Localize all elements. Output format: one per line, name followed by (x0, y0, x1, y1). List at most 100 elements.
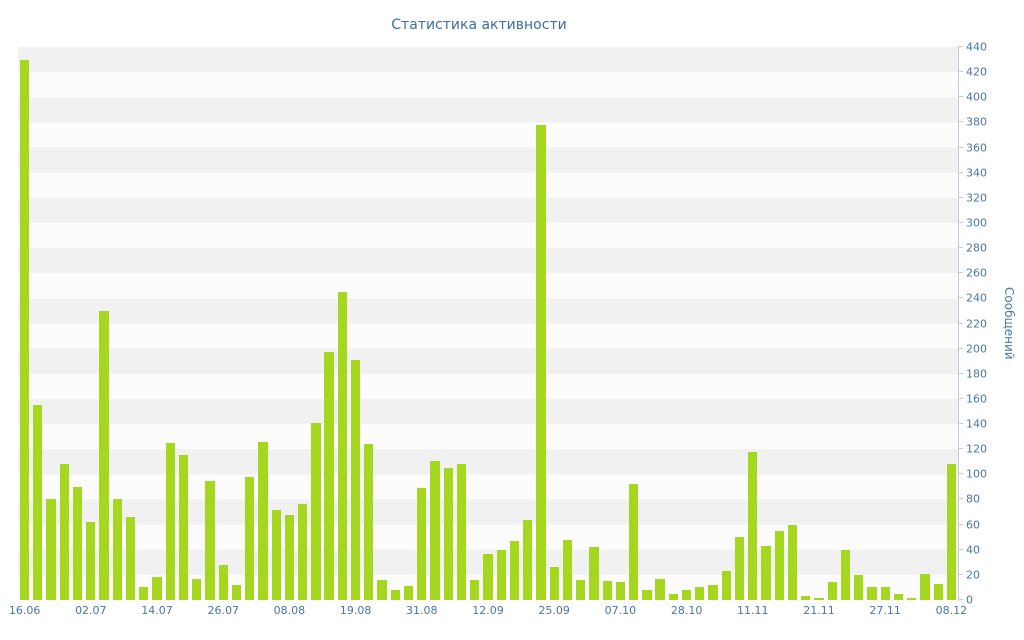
bar (840, 549, 851, 600)
bar (456, 464, 467, 600)
bar (298, 504, 308, 600)
bar (245, 476, 255, 600)
x-tick-label: 31.08 (406, 604, 438, 617)
bar (655, 578, 665, 600)
x-tick-label: 21.11 (803, 604, 835, 617)
bar (536, 124, 546, 600)
bar (33, 405, 43, 600)
y-tick-label: 300 (966, 216, 987, 230)
y-tick-mark (958, 272, 963, 274)
bar (231, 584, 242, 600)
bar (112, 499, 122, 600)
y-axis-line (958, 47, 959, 601)
y-tick-mark (958, 423, 963, 425)
y-axis-tick-labels: 0 20 40 60 80 100 120 140 160 180 200 220 240 260 280 3… (966, 42, 1006, 606)
bar (86, 522, 96, 600)
y-tick-mark (958, 498, 963, 500)
bar (629, 484, 639, 600)
bar (417, 488, 427, 600)
bar (364, 444, 374, 600)
chart-title: Статистика активности (391, 17, 567, 33)
bar (946, 464, 956, 600)
bar (284, 514, 295, 600)
y-tick-label: 220 (966, 317, 987, 330)
y-tick-label: 20 (966, 568, 980, 582)
x-tick-label: 19.08 (339, 604, 372, 617)
bar (668, 593, 678, 600)
y-tick-mark (958, 146, 963, 148)
bar (589, 547, 599, 600)
y-tick-mark (958, 297, 963, 299)
bar (403, 586, 414, 600)
bar (602, 581, 612, 600)
bar (192, 578, 202, 600)
bar (774, 530, 784, 600)
bar (483, 553, 493, 600)
y-tick-mark (958, 71, 963, 73)
y-tick-label: 380 (966, 115, 987, 129)
y-tick-mark (958, 448, 963, 450)
bar (854, 574, 864, 600)
bar (165, 442, 175, 600)
x-tick-label: 07.10 (604, 604, 637, 617)
bar (827, 582, 837, 600)
y-tick-label: 160 (966, 392, 987, 406)
y-tick-mark (958, 523, 963, 525)
x-axis-tick-labels: 16.06 02.07 14.07 26.07 08.08 19.08 31.08 12.09… (9, 604, 967, 618)
y-tick-label: 340 (966, 166, 987, 180)
x-tick-label: 08.12 (935, 604, 968, 617)
y-tick-label: 100 (966, 467, 987, 481)
y-tick-mark (958, 548, 963, 550)
x-tick-label: 12.09 (472, 604, 504, 617)
bar (761, 545, 771, 600)
y-tick-label: 320 (966, 191, 987, 205)
x-tick-label: 11.11 (737, 604, 769, 617)
x-tick-label: 27.11 (869, 604, 901, 617)
bar (748, 451, 758, 600)
bar (681, 589, 692, 600)
bar (470, 579, 480, 600)
y-tick-label: 260 (966, 266, 987, 280)
bar (350, 359, 361, 600)
bar (152, 577, 162, 600)
x-tick-label: 25.09 (538, 604, 570, 617)
x-tick-label: 28.10 (670, 604, 703, 617)
bar (801, 596, 811, 600)
y-tick-mark (958, 96, 963, 98)
bar (907, 597, 917, 600)
y-tick-label: 180 (966, 367, 987, 381)
bar (496, 549, 506, 600)
bar (642, 589, 652, 600)
y-tick-mark (958, 121, 963, 123)
bar (337, 292, 347, 600)
y-axis-title: Сообщений (1002, 287, 1016, 360)
y-tick-label: 440 (966, 40, 987, 54)
bar (218, 564, 228, 600)
y-tick-mark (958, 221, 963, 223)
bar (271, 509, 281, 600)
bar (125, 517, 136, 600)
bar (615, 582, 626, 600)
bar (377, 579, 387, 600)
y-tick-label: 60 (966, 518, 980, 532)
x-tick-label: 02.07 (75, 604, 107, 617)
bar (893, 593, 904, 600)
bar (509, 540, 520, 600)
bar (933, 583, 943, 600)
bar (867, 587, 877, 600)
y-tick-label: 120 (966, 442, 987, 456)
bar (814, 597, 824, 600)
y-tick-label: 240 (966, 291, 987, 305)
bar (139, 587, 149, 600)
bar (390, 589, 400, 600)
y-tick-mark (958, 171, 963, 173)
bar (523, 519, 533, 600)
y-tick-label: 0 (966, 593, 973, 607)
bar (721, 571, 731, 600)
y-tick-mark (958, 347, 963, 349)
bar (258, 441, 268, 600)
bar (920, 573, 930, 600)
bar (787, 524, 798, 600)
y-tick-label: 140 (966, 417, 987, 431)
y-tick-mark (958, 473, 963, 475)
